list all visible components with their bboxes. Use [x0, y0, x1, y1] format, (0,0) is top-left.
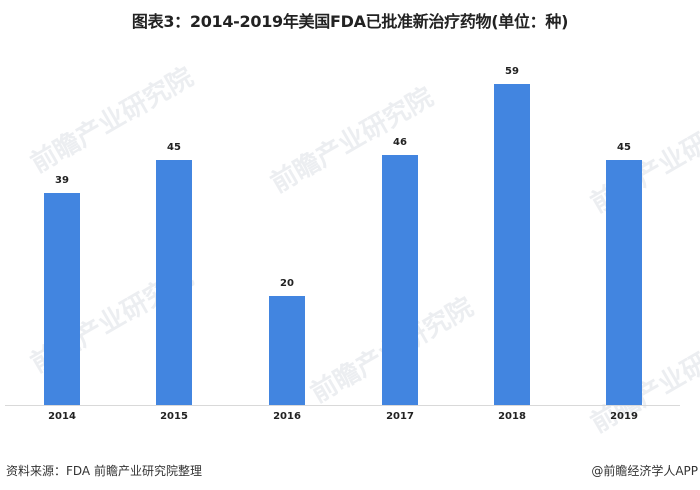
bar-2014: [44, 192, 80, 405]
bar-2015: [156, 160, 192, 405]
chart-title: 图表3：2014-2019年美国FDA已批准新治疗药物(单位：种): [131, 12, 569, 31]
bar-2017: [382, 154, 418, 405]
data-label-2019: 45: [617, 142, 631, 154]
bar-2019: [606, 160, 642, 405]
x-tick-label-2016: 2016: [273, 411, 301, 422]
bar-2016: [269, 296, 305, 405]
x-tick-label-2014: 2014: [48, 411, 76, 422]
source-note: 资料来源：FDA 前瞻产业研究院整理: [6, 464, 202, 478]
data-label-2014: 39: [55, 174, 69, 186]
data-label-2018: 59: [505, 66, 519, 77]
credit-note: @前瞻经济学人APP: [591, 464, 698, 478]
x-axis-line: [5, 405, 680, 406]
bar-2018: [494, 84, 530, 405]
x-tick-label-2017: 2017: [386, 411, 414, 422]
x-tick-label-2015: 2015: [160, 411, 188, 422]
x-tick-label-2019: 2019: [610, 411, 638, 422]
data-label-2015: 45: [167, 142, 181, 154]
data-label-2016: 20: [280, 278, 294, 290]
data-label-2017: 46: [393, 136, 407, 148]
x-tick-label-2018: 2018: [498, 411, 526, 422]
